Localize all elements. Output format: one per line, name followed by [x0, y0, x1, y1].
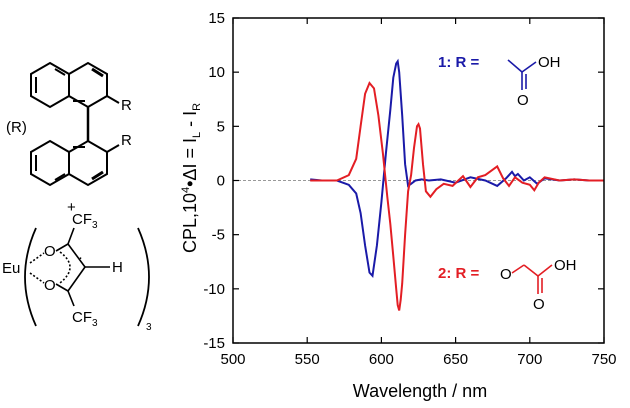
legend-group-label-1: OH — [538, 54, 561, 71]
o-c-bond-lower — [55, 283, 69, 292]
x-axis-ticks: 500 550 600 650 700 750 — [220, 18, 617, 368]
upper-double-bond-3 — [91, 67, 104, 78]
anion-dot: · — [78, 249, 83, 266]
y-tick-label: -5 — [212, 227, 225, 244]
cpl-chart: 500 550 600 650 700 750 15 10 5 0 -5 -10 -15 Wavele… — [180, 10, 617, 401]
o-upper-label: O — [44, 243, 56, 260]
y-tick-label: 15 — [208, 10, 225, 27]
lower-double-bond-3 — [91, 170, 104, 181]
left-parenthesis — [24, 227, 37, 327]
y-tick-label: 10 — [208, 64, 225, 81]
eu-label: Eu — [2, 260, 20, 277]
x-tick-label: 600 — [369, 351, 394, 368]
y-tick-label: 0 — [217, 173, 225, 190]
y-tick-label: -15 — [203, 335, 225, 352]
complex-count-subscript: 3 — [146, 322, 152, 333]
c-cf3-bond-upper — [67, 227, 75, 245]
legend-entry-2: 2: R = O OH O — [438, 257, 577, 313]
acetyl-group-structure — [507, 59, 537, 90]
binaphthyl-structure — [30, 61, 120, 187]
lower-ring-right — [68, 139, 108, 187]
x-tick-label: 500 — [220, 351, 245, 368]
legend-carbonyl-o-1: O — [517, 92, 529, 109]
eu-o-bond-upper — [29, 252, 45, 264]
legend-entry-1: 1: R = OH O — [438, 54, 561, 109]
y-axis-ticks: 15 10 5 0 -5 -10 -15 — [203, 10, 604, 352]
o-c-bond-upper — [55, 243, 69, 252]
upper-r-bond — [106, 95, 120, 104]
x-tick-label: 650 — [443, 351, 468, 368]
eu-complex-structure — [24, 227, 150, 327]
legend-label-1: 1: R = — [438, 54, 480, 71]
delocalization-arc — [59, 251, 71, 284]
upper-double-bond-2 — [54, 68, 66, 76]
upper-r-label: R — [121, 97, 132, 114]
h-label: H — [112, 259, 123, 276]
series-line-2 — [310, 81, 604, 311]
lower-r-bond — [106, 144, 120, 153]
plot-frame — [232, 17, 605, 344]
cf3-lower-label: CF3 — [72, 309, 98, 329]
y-tick-label: -10 — [203, 281, 225, 298]
chirality-label: (R) — [6, 119, 27, 136]
plus-sign: + — [67, 199, 76, 216]
oxyacetyl-group-structure — [511, 264, 553, 294]
x-tick-label: 550 — [295, 351, 320, 368]
y-axis-title: CPL,104•ΔI = IL - IR — [180, 103, 203, 253]
series-line-1 — [310, 58, 604, 278]
legend-ether-o-2: O — [500, 266, 512, 283]
cf3-upper-label: CF3 — [72, 211, 98, 231]
o-lower-label: O — [44, 277, 56, 294]
c-c-bond-lower — [67, 266, 86, 292]
x-tick-label: 700 — [517, 351, 542, 368]
c-c-bond-upper — [67, 243, 86, 268]
c-cf3-bond-lower — [67, 290, 75, 307]
x-axis-title: Wavelength / nm — [353, 381, 487, 401]
legend-carbonyl-o-2: O — [533, 296, 545, 313]
y-tick-label: 5 — [217, 118, 225, 135]
x-tick-label: 750 — [591, 351, 616, 368]
right-parenthesis — [137, 227, 150, 327]
lower-double-bond-2 — [54, 173, 66, 181]
legend-group-label-2: OH — [554, 257, 577, 274]
eu-o-bond-lower — [29, 272, 45, 284]
lower-r-label: R — [121, 132, 132, 149]
legend-label-2: 2: R = — [438, 265, 480, 282]
